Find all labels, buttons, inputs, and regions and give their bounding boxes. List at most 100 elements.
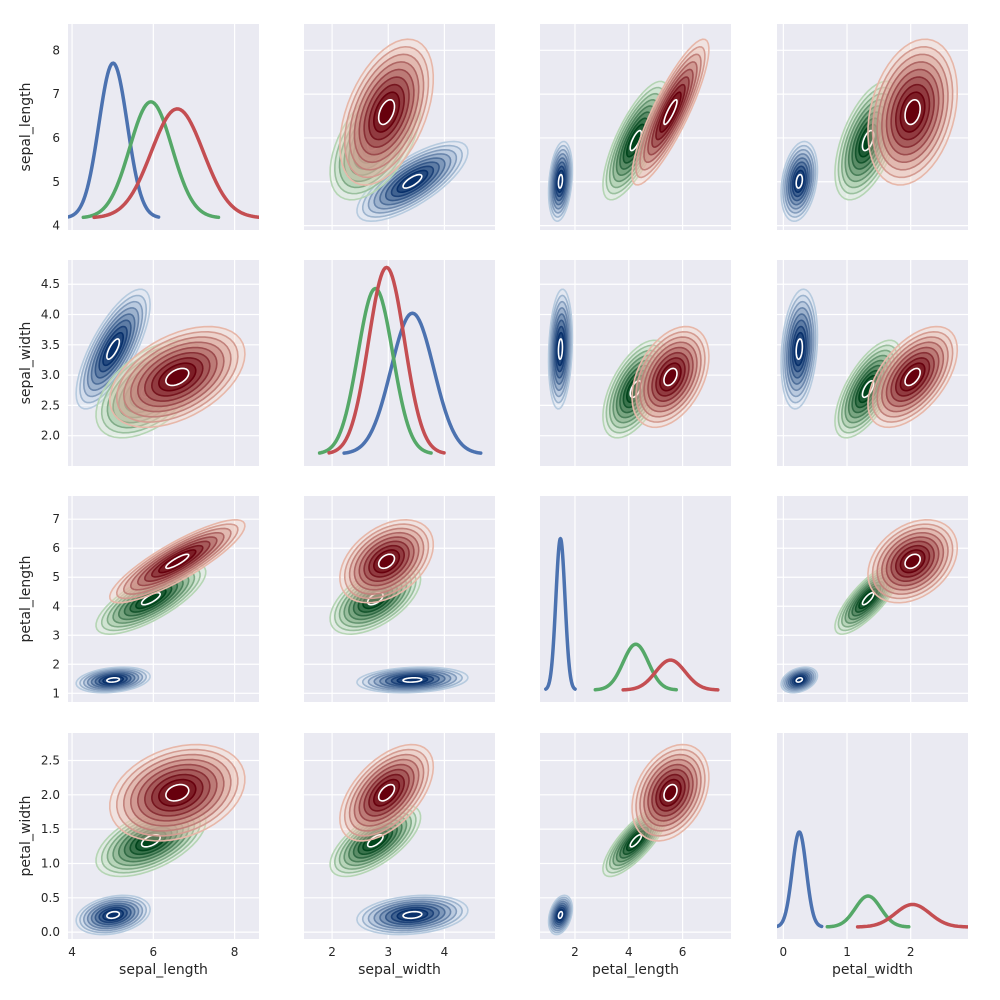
plot-area bbox=[317, 265, 483, 455]
contour-level bbox=[663, 783, 678, 802]
y-tick-label: 1.0 bbox=[41, 856, 60, 870]
contour-level bbox=[165, 783, 190, 802]
plot-area bbox=[75, 743, 246, 936]
kde-contours-setosa bbox=[780, 140, 819, 223]
kde-line-versicolor bbox=[81, 100, 221, 220]
kde-contours-versicolor bbox=[329, 804, 422, 878]
panel-sepal_width-vs-sepal_length: 2.0 2.5 3.0 3.5 4.0 4.5 sepal_width bbox=[18, 260, 259, 466]
contour-level bbox=[904, 367, 921, 387]
contour-level bbox=[629, 833, 643, 848]
kde-contours-virginica bbox=[867, 325, 959, 429]
x-axis-label: petal_width bbox=[832, 962, 913, 978]
panel-sepal_length-vs-sepal_length: 4 5 6 7 8 sepal_length bbox=[18, 24, 259, 233]
x-tick-label: 2 bbox=[907, 945, 915, 959]
kde-contours-virginica bbox=[631, 325, 710, 429]
contour-level bbox=[165, 367, 190, 387]
x-tick-label: 2 bbox=[571, 945, 579, 959]
y-tick-label: 5 bbox=[52, 175, 60, 189]
contour-level bbox=[795, 676, 804, 683]
kde-contours-virginica bbox=[867, 519, 959, 604]
kde-contours-virginica bbox=[339, 518, 435, 604]
kde-contours-virginica bbox=[339, 38, 435, 186]
y-tick-label: 4 bbox=[52, 599, 60, 613]
y-axis-label: petal_width bbox=[18, 795, 34, 876]
kde-line-versicolor bbox=[593, 642, 678, 692]
y-tick-label: 3.0 bbox=[41, 368, 60, 382]
panel-petal_width-vs-sepal_length: 4 6 8 sepal_length 0.0 0.5 1.0 1.5 2.0 2.5 petal_w… bbox=[18, 733, 259, 978]
kde-contours-virginica bbox=[108, 743, 246, 842]
contour-level bbox=[402, 173, 423, 189]
kde-line-virginica bbox=[621, 658, 720, 692]
kde-contours-setosa bbox=[547, 894, 574, 936]
axes-background bbox=[304, 260, 495, 466]
axes-background bbox=[540, 496, 731, 702]
kde-contours-setosa bbox=[356, 666, 469, 694]
kde-line-virginica bbox=[327, 265, 446, 455]
contour-level bbox=[165, 553, 190, 570]
kde-contours-setosa bbox=[547, 140, 574, 222]
y-axis-label: sepal_length bbox=[18, 83, 34, 172]
x-tick-label: 4 bbox=[625, 945, 633, 959]
kde-contours-setosa bbox=[75, 288, 151, 410]
contour-level bbox=[795, 338, 804, 361]
x-axis-label: sepal_length bbox=[119, 962, 208, 978]
plot-area bbox=[780, 38, 959, 223]
plot-area bbox=[68, 61, 259, 220]
y-tick-label: 3 bbox=[52, 628, 60, 642]
plot-area bbox=[75, 288, 246, 439]
x-tick-label: 3 bbox=[384, 945, 392, 959]
kde-contours-virginica bbox=[867, 38, 959, 186]
kde-line-versicolor bbox=[317, 286, 433, 455]
kde-contours-setosa bbox=[780, 666, 819, 694]
kde-contours-virginica bbox=[108, 519, 246, 604]
kde-contours-virginica bbox=[108, 325, 246, 429]
plot-area bbox=[544, 536, 720, 692]
x-axis-label: petal_length bbox=[592, 962, 679, 978]
contour-level bbox=[663, 98, 678, 126]
kde-contours-virginica bbox=[631, 38, 710, 186]
kde-contours-setosa bbox=[75, 894, 151, 936]
panel-sepal_length-vs-petal_length bbox=[540, 24, 731, 230]
y-tick-label: 2.5 bbox=[41, 398, 60, 412]
kde-contours-setosa bbox=[356, 894, 469, 936]
panel-petal_length-vs-sepal_width bbox=[304, 496, 495, 702]
contour-level bbox=[904, 553, 921, 570]
x-tick-label: 8 bbox=[231, 945, 239, 959]
plot-area bbox=[780, 519, 959, 694]
y-tick-label: 2.5 bbox=[41, 753, 60, 767]
plot-area bbox=[547, 743, 710, 936]
panel-sepal_length-vs-sepal_width bbox=[304, 24, 495, 230]
kde-contours-setosa bbox=[75, 666, 151, 694]
y-tick-label: 4 bbox=[52, 219, 60, 233]
contour-level bbox=[106, 676, 121, 683]
kde-contours-virginica bbox=[339, 743, 435, 842]
y-tick-label: 0.5 bbox=[41, 891, 60, 905]
y-tick-label: 7 bbox=[52, 87, 60, 101]
kde-contours-virginica bbox=[631, 743, 710, 842]
y-tick-label: 4.5 bbox=[41, 277, 60, 291]
contour-level bbox=[795, 173, 804, 189]
panel-sepal_length-vs-petal_width bbox=[777, 24, 968, 230]
y-axis-label: petal_length bbox=[18, 555, 34, 642]
y-tick-label: 7 bbox=[52, 512, 60, 526]
plot-area bbox=[547, 38, 710, 222]
y-tick-label: 8 bbox=[52, 43, 60, 57]
y-tick-label: 0.0 bbox=[41, 925, 60, 939]
contour-level bbox=[557, 173, 564, 189]
x-tick-label: 6 bbox=[679, 945, 687, 959]
kde-line-virginica bbox=[92, 107, 259, 220]
contour-level bbox=[377, 553, 396, 570]
kde-line-setosa bbox=[68, 61, 161, 219]
contour-level bbox=[557, 338, 564, 361]
x-tick-label: 6 bbox=[150, 945, 158, 959]
contour-level bbox=[106, 910, 121, 920]
panel-sepal_width-vs-petal_length bbox=[540, 260, 731, 466]
x-axis-label: sepal_width bbox=[358, 962, 441, 978]
panel-sepal_width-vs-sepal_width bbox=[304, 260, 495, 466]
x-tick-label: 0 bbox=[780, 945, 788, 959]
kde-line-setosa bbox=[777, 830, 824, 929]
y-tick-label: 2 bbox=[52, 657, 60, 671]
panel-petal_length-vs-sepal_length: 1 2 3 4 5 6 7 petal_length bbox=[18, 496, 259, 702]
